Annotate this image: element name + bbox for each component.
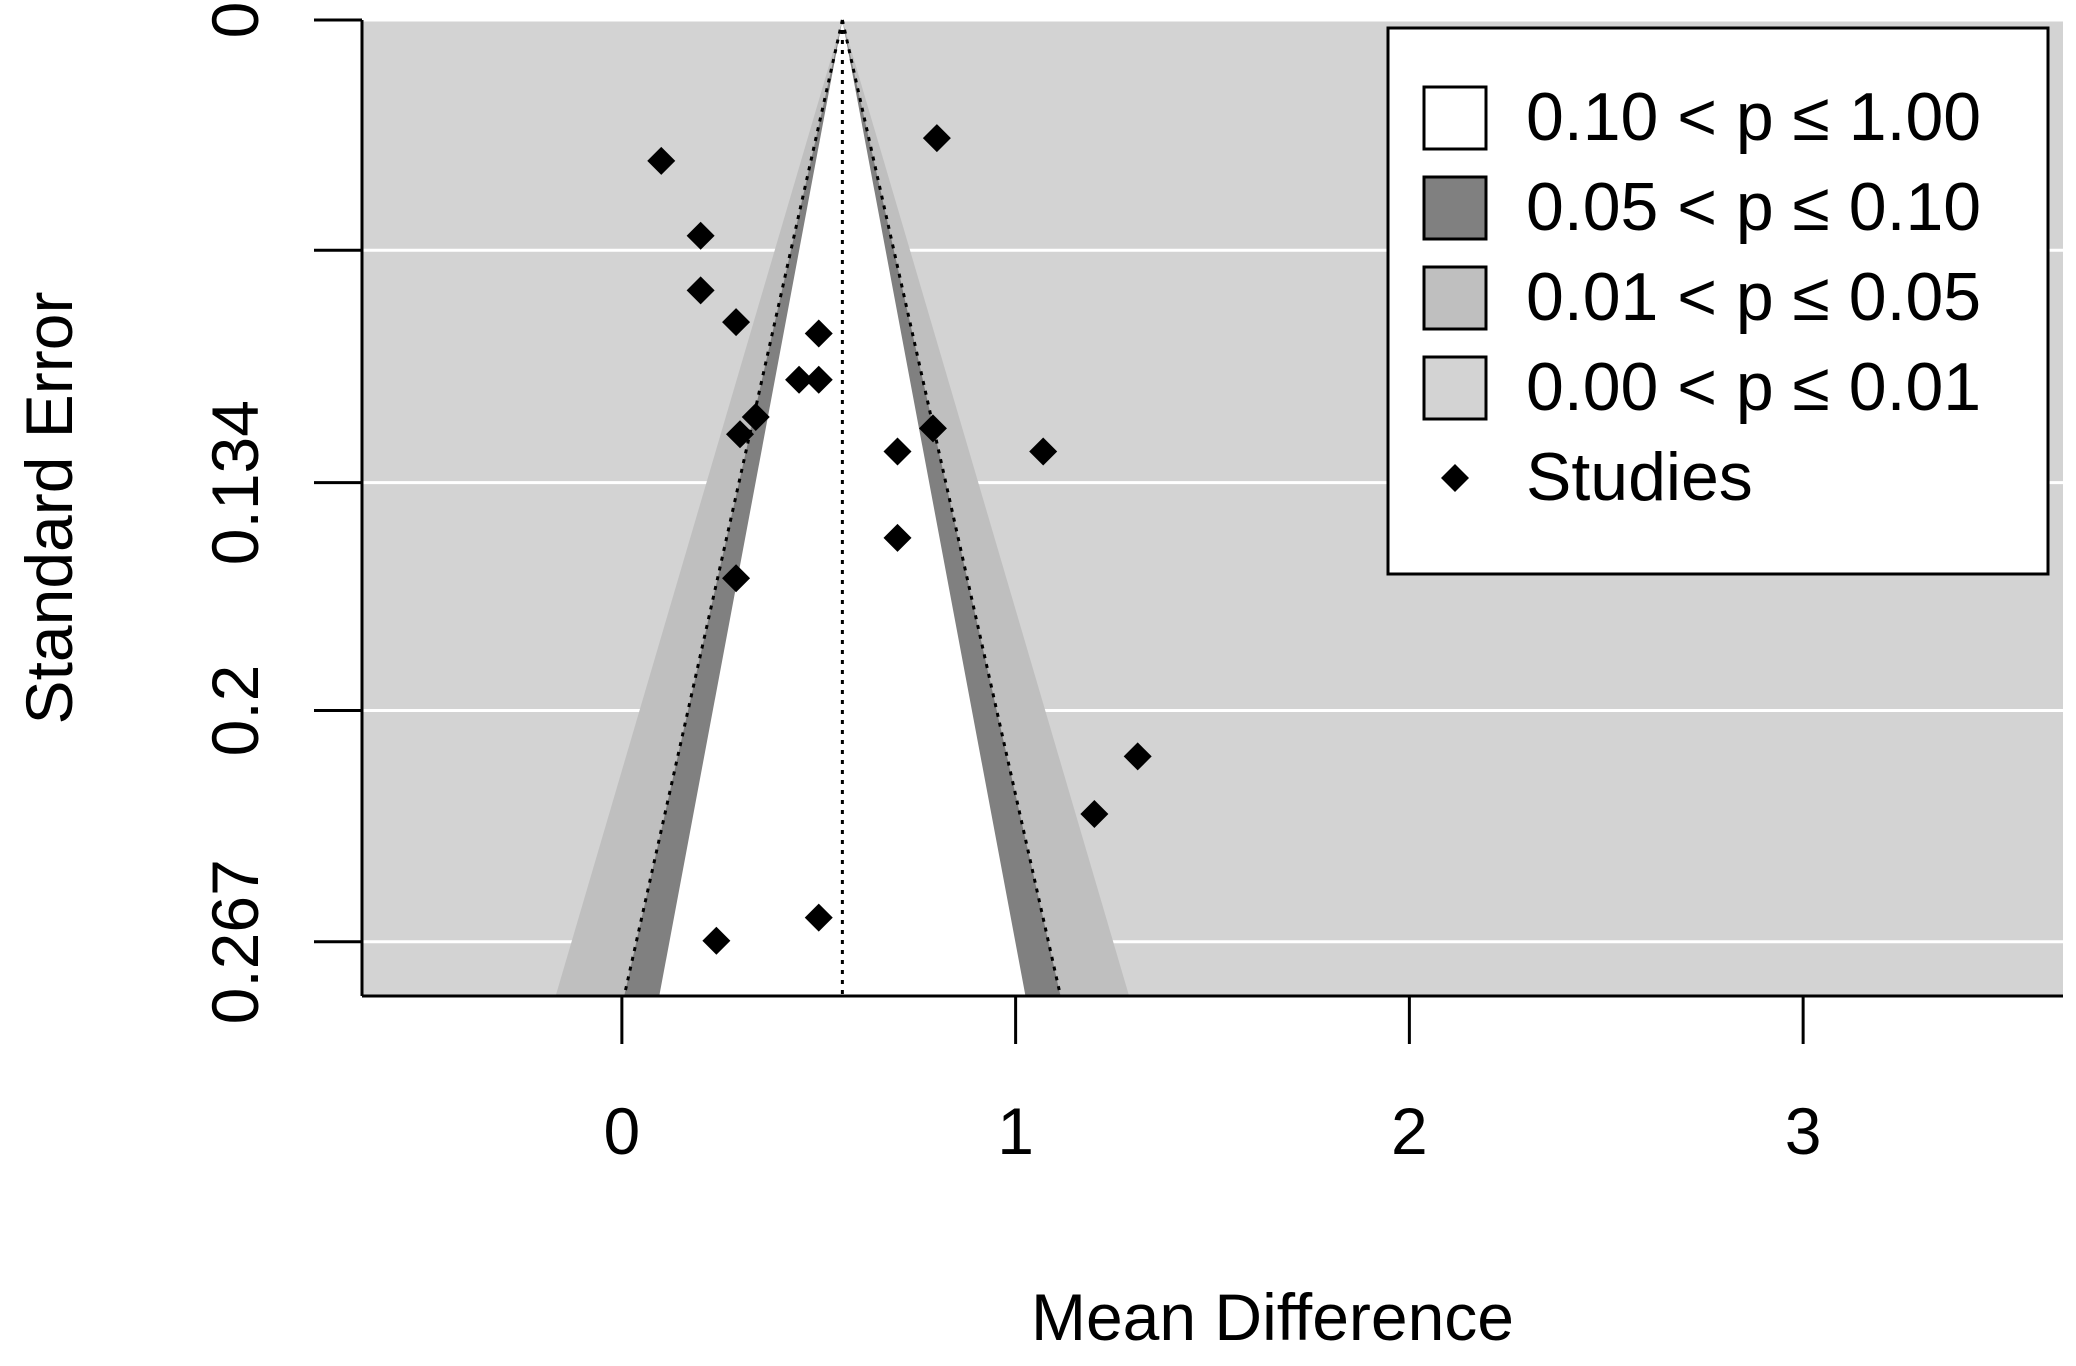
study-points	[647, 124, 1152, 955]
legend-label: Studies	[1526, 439, 1753, 515]
significance-contours	[555, 20, 1130, 996]
x-tick-label: 3	[1785, 1094, 1822, 1168]
study-point	[804, 365, 833, 394]
contour-region	[659, 20, 1026, 996]
study-point	[883, 523, 912, 552]
legend: 0.10 < p ≤ 1.00 0.05 < p ≤ 0.10 0.01 < p ≤…	[1386, 26, 2050, 576]
study-point	[1080, 800, 1109, 829]
legend-label: 0.01 < p ≤ 0.05	[1526, 259, 1981, 335]
legend-box	[1386, 26, 2050, 576]
study-point	[722, 564, 751, 593]
study-point	[686, 276, 715, 305]
x-axis-ticks: 0 1 2 3	[604, 996, 1822, 1168]
study-point	[722, 308, 751, 337]
funnel-right-line	[840, 19, 1063, 997]
legend-swatch	[1422, 175, 1488, 241]
study-point	[686, 221, 715, 250]
study-point	[726, 420, 754, 449]
x-tick-label: 0	[604, 1094, 641, 1168]
x-axis-label: Mean Difference	[1031, 1280, 1514, 1354]
legend-swatch	[1422, 85, 1488, 151]
funnel-reference-lines	[622, 19, 1063, 997]
legend-swatch	[1422, 355, 1488, 421]
x-tick-label: 2	[1391, 1094, 1428, 1168]
study-point	[1123, 742, 1152, 771]
study-point	[647, 146, 676, 175]
study-point	[883, 437, 912, 466]
legend-swatch	[1422, 265, 1488, 331]
study-point	[804, 903, 833, 932]
legend-label: 0.05 < p ≤ 0.10	[1526, 169, 1981, 245]
y-tick-label: 0	[198, 2, 272, 39]
study-point	[785, 365, 814, 394]
study-point	[918, 414, 947, 443]
legend-label: 0.10 < p ≤ 1.00	[1526, 79, 1981, 155]
study-point	[922, 124, 951, 153]
y-tick-label: 0.2	[198, 665, 272, 757]
x-tick-label: 1	[997, 1094, 1034, 1168]
legend-label: 0.00 < p ≤ 0.01	[1526, 349, 1981, 425]
y-axis-label: Standard Error	[12, 292, 86, 725]
y-tick-label: 0.134	[198, 400, 272, 565]
y-axis-ticks: 0 0.134 0.2 0.267	[198, 2, 362, 1024]
study-point	[1029, 437, 1058, 466]
axes	[360, 20, 2063, 998]
study-point	[741, 403, 770, 432]
legend-diamond-icon	[1441, 464, 1469, 492]
funnel-left-line	[622, 19, 844, 997]
y-tick-label: 0.267	[198, 859, 272, 1024]
study-point	[804, 319, 833, 348]
study-point	[702, 926, 731, 955]
